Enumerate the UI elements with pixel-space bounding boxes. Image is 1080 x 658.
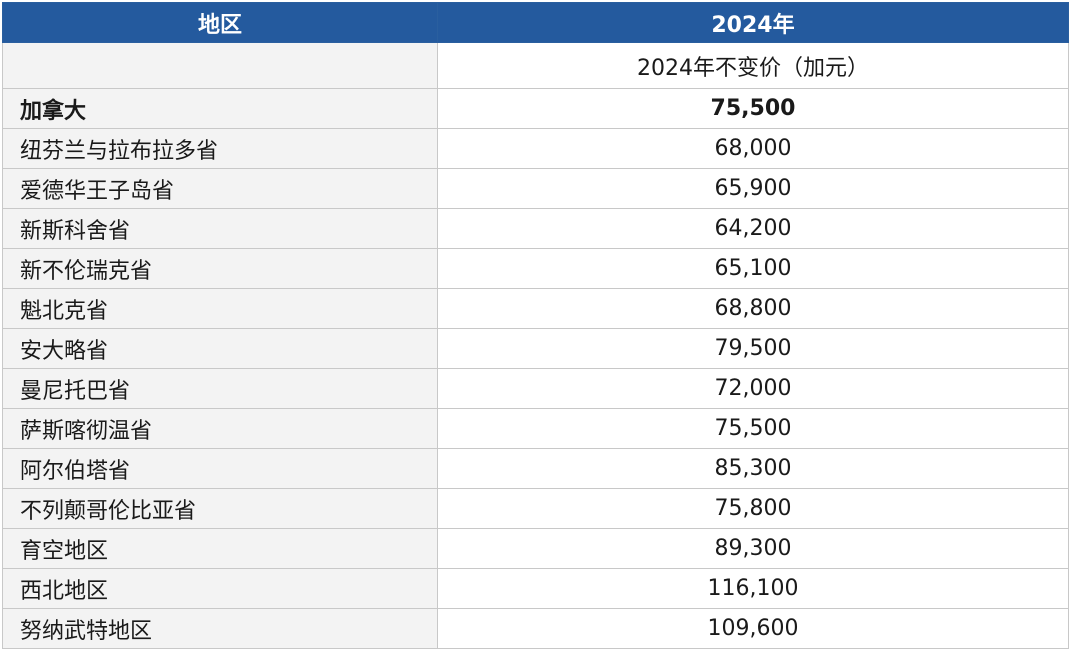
region-cell: 新不伦瑞克省 [2, 248, 438, 289]
value-cell: 68,000 [437, 128, 1069, 169]
region-cell: 阿尔伯塔省 [2, 448, 438, 489]
region-cell: 西北地区 [2, 568, 438, 609]
region-cell: 萨斯喀彻温省 [2, 408, 438, 449]
table-row: 曼尼托巴省 72,000 [2, 368, 1069, 409]
table-header-row: 地区 2024年 [2, 2, 1069, 43]
region-cell: 爱德华王子岛省 [2, 168, 438, 209]
value-cell: 116,100 [437, 568, 1069, 609]
table-row: 西北地区 116,100 [2, 568, 1069, 609]
subheader-empty-cell [2, 42, 438, 89]
value-cell: 85,300 [437, 448, 1069, 489]
value-cell: 64,200 [437, 208, 1069, 249]
region-cell: 新斯科舍省 [2, 208, 438, 249]
value-cell: 79,500 [437, 328, 1069, 369]
header-region: 地区 [2, 2, 438, 43]
table-row: 纽芬兰与拉布拉多省 68,000 [2, 128, 1069, 169]
table-row: 新不伦瑞克省 65,100 [2, 248, 1069, 289]
table-row: 不列颠哥伦比亚省 75,800 [2, 488, 1069, 529]
table-subheader-row: 2024年不变价（加元） [2, 42, 1069, 89]
value-cell: 89,300 [437, 528, 1069, 569]
value-cell: 65,900 [437, 168, 1069, 209]
table-row: 新斯科舍省 64,200 [2, 208, 1069, 249]
value-cell: 109,600 [437, 608, 1069, 649]
income-table: 地区 2024年 2024年不变价（加元） 加拿大 75,500 纽芬兰与拉布拉… [2, 2, 1069, 649]
region-cell: 魁北克省 [2, 288, 438, 329]
table-row: 魁北克省 68,800 [2, 288, 1069, 329]
region-cell: 努纳武特地区 [2, 608, 438, 649]
value-cell: 75,500 [437, 408, 1069, 449]
value-cell: 72,000 [437, 368, 1069, 409]
region-cell: 加拿大 [2, 88, 438, 129]
income-table-container: 地区 2024年 2024年不变价（加元） 加拿大 75,500 纽芬兰与拉布拉… [2, 2, 1069, 649]
header-year: 2024年 [437, 2, 1069, 43]
subheader-unit: 2024年不变价（加元） [437, 42, 1069, 89]
value-cell: 65,100 [437, 248, 1069, 289]
region-cell: 曼尼托巴省 [2, 368, 438, 409]
region-cell: 不列颠哥伦比亚省 [2, 488, 438, 529]
table-row: 安大略省 79,500 [2, 328, 1069, 369]
table-row: 努纳武特地区 109,600 [2, 608, 1069, 649]
table-row: 加拿大 75,500 [2, 88, 1069, 129]
value-cell: 75,500 [437, 88, 1069, 129]
table-row: 阿尔伯塔省 85,300 [2, 448, 1069, 489]
table-row: 育空地区 89,300 [2, 528, 1069, 569]
region-cell: 纽芬兰与拉布拉多省 [2, 128, 438, 169]
table-row: 萨斯喀彻温省 75,500 [2, 408, 1069, 449]
region-cell: 育空地区 [2, 528, 438, 569]
value-cell: 68,800 [437, 288, 1069, 329]
table-row: 爱德华王子岛省 65,900 [2, 168, 1069, 209]
value-cell: 75,800 [437, 488, 1069, 529]
region-cell: 安大略省 [2, 328, 438, 369]
